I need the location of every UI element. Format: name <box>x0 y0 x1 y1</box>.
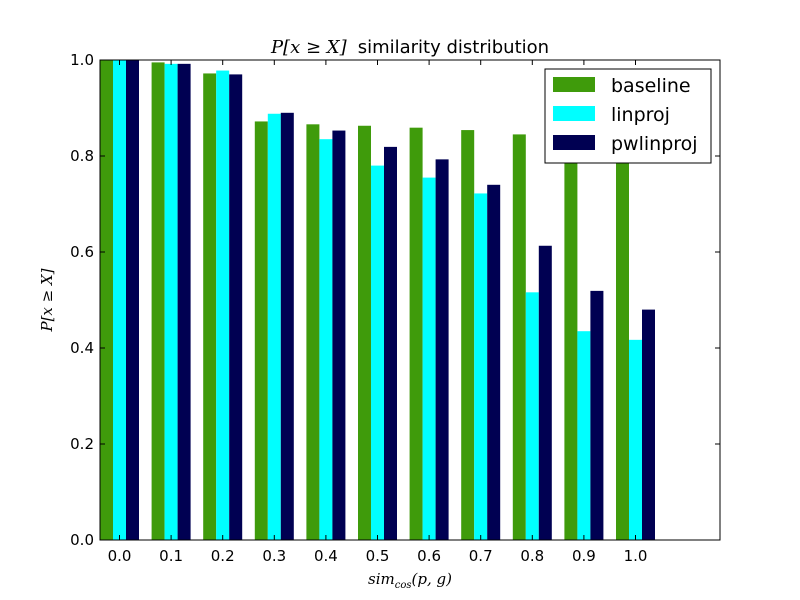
bar-pwlinproj-0.6 <box>435 159 449 541</box>
bar-pwlinproj-0.7 <box>487 184 501 541</box>
bar-baseline-0.1 <box>151 62 165 541</box>
bar-baseline-1.0 <box>616 136 629 541</box>
x-axis-label-main: sim <box>368 570 395 588</box>
bar-pwlinproj-0.3 <box>280 112 294 541</box>
bar-linproj-0.6 <box>422 177 436 540</box>
bar-linproj-0.0 <box>113 60 126 540</box>
bar-baseline-0.3 <box>254 121 268 540</box>
x-axis-label-sub: cos <box>395 580 412 591</box>
bar-baseline-0.2 <box>203 73 217 540</box>
legend-swatch-pwlinproj <box>553 135 595 150</box>
ticks: 0.0 0.1 0.2 0.3 0.4 0.5 0.6 0.7 0.8 0.9 1.0 0.0 0.2 0… <box>70 51 720 565</box>
chart-title: P[x ≥ X] similarity distribution <box>270 37 549 58</box>
x-tick-label: 0.6 <box>417 547 441 565</box>
bar-linproj-1.0 <box>629 339 642 540</box>
legend: baseline linproj pwlinproj <box>544 68 712 164</box>
x-tick-label: 0.7 <box>469 547 493 565</box>
bar-baseline-0.6 <box>409 127 423 541</box>
y-tick-label: 0.4 <box>70 339 94 357</box>
bar-baseline-0.4 <box>306 124 320 540</box>
bar-linproj-0.2 <box>216 70 230 540</box>
bar-pwlinproj-0.2 <box>229 74 243 541</box>
y-tick-label: 0.6 <box>70 243 94 261</box>
bar-pwlinproj-0.1 <box>177 63 191 541</box>
bar-baseline-0.7 <box>461 130 475 540</box>
bar-pwlinproj-0.5 <box>384 146 397 540</box>
x-tick-label: 0.5 <box>366 547 390 565</box>
bar-linproj-0.3 <box>267 113 281 540</box>
x-axis-label: simcos(p, g) <box>368 570 452 591</box>
bar-pwlinproj-0.9 <box>590 290 604 540</box>
bar-pwlinproj-0.4 <box>332 130 346 540</box>
x-tick-label: 0.4 <box>314 547 338 565</box>
x-axis-label-args: (p, g) <box>412 570 453 588</box>
chart-title-math: P[x ≥ X] <box>270 37 348 58</box>
x-tick-label: 0.9 <box>572 547 596 565</box>
y-tick-label: 1.0 <box>70 51 94 69</box>
bar-linproj-0.1 <box>164 63 178 541</box>
bar-linproj-0.4 <box>319 139 333 540</box>
bars <box>100 60 655 541</box>
x-tick-label: 1.0 <box>624 547 648 565</box>
legend-label-pwlinproj: pwlinproj <box>611 133 698 155</box>
legend-label-baseline: baseline <box>611 75 691 97</box>
legend-swatch-baseline <box>553 77 595 92</box>
y-tick-label: 0.2 <box>70 435 94 453</box>
legend-swatch-linproj <box>553 106 595 121</box>
bar-pwlinproj-1.0 <box>642 309 655 540</box>
bar-linproj-0.9 <box>577 331 591 540</box>
x-tick-label: 0.1 <box>159 547 183 565</box>
y-tick-label: 0.0 <box>70 531 94 549</box>
y-tick-label: 0.8 <box>70 147 94 165</box>
bar-baseline-0.0 <box>100 60 113 540</box>
y-axis-label: P[x ≥ X] <box>38 268 56 332</box>
legend-label-linproj: linproj <box>611 104 670 126</box>
bar-pwlinproj-0.8 <box>538 245 552 540</box>
chart-title-text: similarity distribution <box>358 37 549 58</box>
bar-linproj-0.8 <box>525 292 539 540</box>
bar-baseline-0.8 <box>512 134 526 540</box>
x-tick-label: 0.0 <box>108 547 132 565</box>
x-tick-label: 0.8 <box>520 547 544 565</box>
x-tick-label: 0.3 <box>262 547 286 565</box>
bar-baseline-0.9 <box>564 136 578 541</box>
bar-linproj-0.5 <box>371 165 384 540</box>
bar-baseline-0.5 <box>358 125 371 540</box>
bar-pwlinproj-0.0 <box>126 60 139 540</box>
bar-linproj-0.7 <box>474 193 488 540</box>
plot-frame <box>99 59 721 541</box>
x-tick-label: 0.2 <box>211 547 235 565</box>
